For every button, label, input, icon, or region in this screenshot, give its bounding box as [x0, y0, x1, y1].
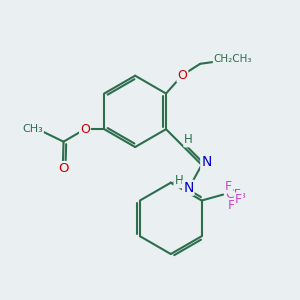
Text: H: H	[184, 134, 193, 146]
Text: N: N	[201, 155, 212, 170]
Text: F: F	[235, 194, 242, 206]
Text: CH₂CH₃: CH₂CH₃	[214, 54, 252, 64]
Text: F: F	[225, 180, 232, 193]
Text: H: H	[174, 174, 183, 188]
Text: O: O	[80, 123, 90, 136]
Text: O: O	[177, 69, 187, 82]
Text: CF₃: CF₃	[225, 188, 246, 201]
Text: F: F	[228, 200, 235, 212]
Text: CH₃: CH₃	[22, 124, 43, 134]
Text: N: N	[183, 181, 194, 195]
Text: O: O	[58, 162, 69, 175]
